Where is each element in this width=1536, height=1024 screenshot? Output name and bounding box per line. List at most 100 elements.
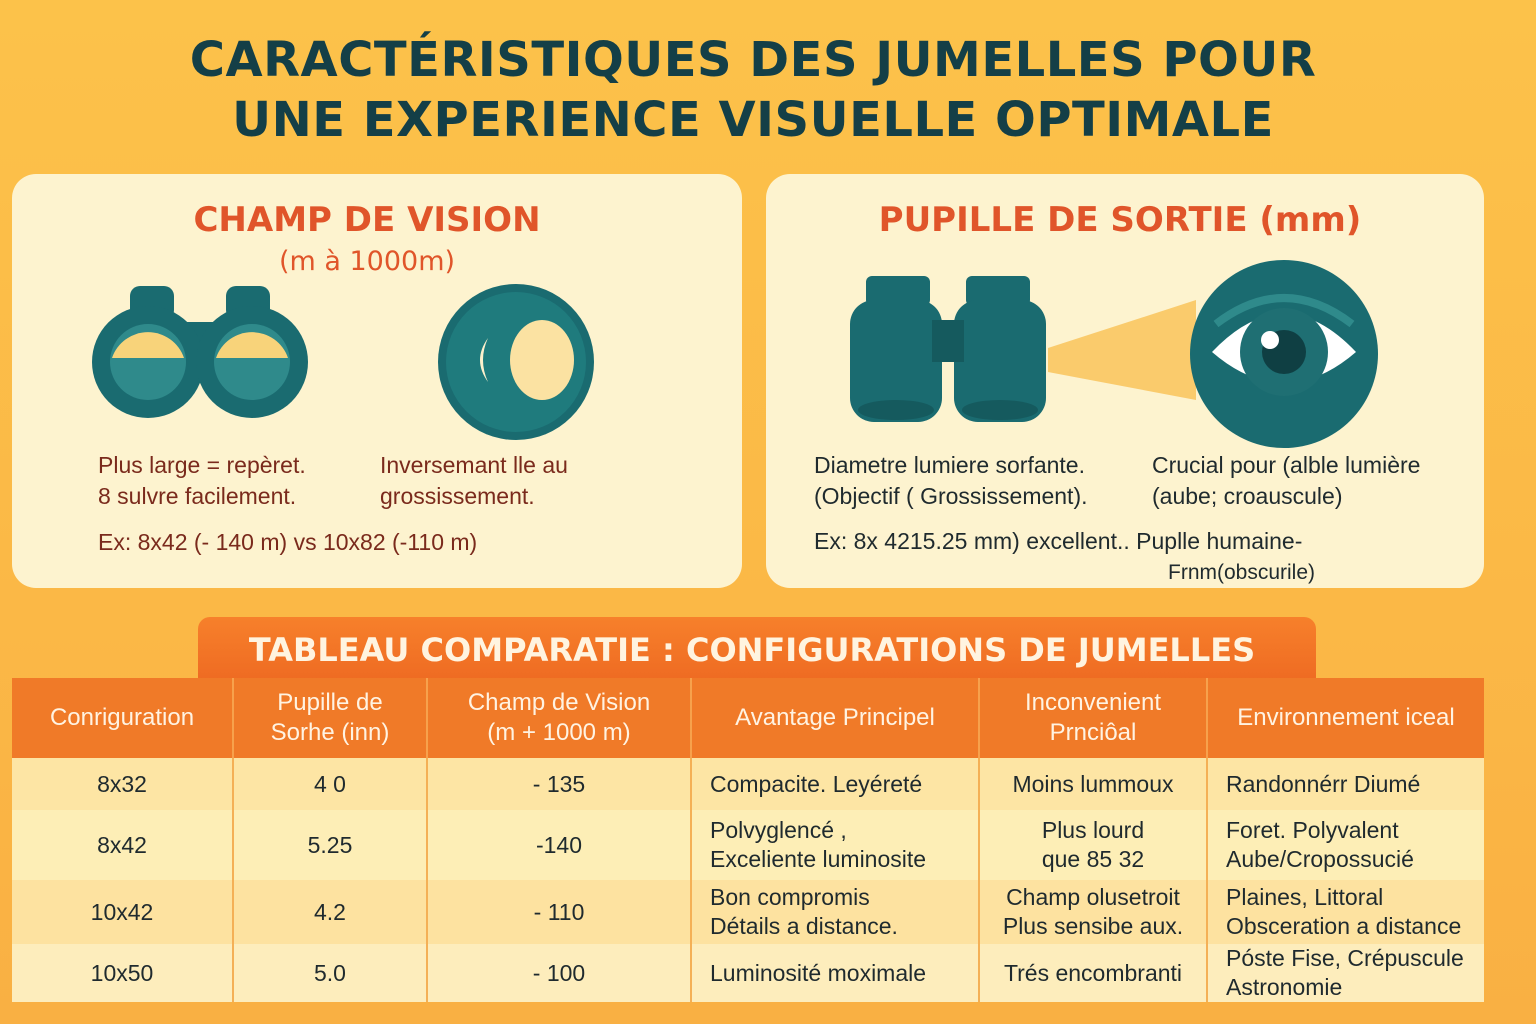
table-cell: 4 0 — [233, 758, 428, 810]
cell-line: 8x32 — [97, 770, 147, 797]
cell-line: que 85 32 — [1041, 846, 1145, 872]
field-of-view-subheading: (m à 1000m) — [278, 246, 456, 277]
ep-example-line-1: Ex: 8x 4215.25 mm) excellent.. Puplle hu… — [814, 528, 1303, 554]
table-cell: - 100 — [427, 944, 692, 1002]
header-line: Champ de Vision — [467, 689, 651, 716]
table-cell: 4.2 — [233, 880, 428, 944]
exit-pupil-text-left: Diametre lumiere sorfante. (Objectif ( G… — [814, 450, 1088, 512]
cell-line: 5.0 — [314, 959, 346, 986]
table-header-cell: Environnement iceal — [1207, 678, 1484, 758]
fov-text-left-line-2: 8 sulvre facilement. — [98, 483, 297, 509]
title-line-1: CARACTÉRISTIQUES DES JUMELLES POUR — [189, 32, 1317, 88]
cell-line: Plus sensibe aux. — [1002, 913, 1184, 939]
table-header-cell: Avantage Principel — [691, 678, 980, 758]
cell-line: 5.25 — [307, 831, 353, 858]
cell-line: Plus lourd — [1041, 817, 1145, 843]
cell-line: 4 0 — [314, 770, 346, 797]
header-line: Environnement iceal — [1237, 704, 1455, 731]
ep-example-line-2: Frnm(obscurile) — [1168, 561, 1316, 584]
cell-line: 10x50 — [90, 959, 154, 986]
cell-line: Randonnérr Diumé — [1226, 770, 1421, 797]
table-cell: 10x50 — [12, 944, 234, 1002]
field-of-view-text-left: Plus large = repèret. 8 sulvre facilemen… — [98, 450, 306, 512]
table-banner: TABLEAU COMPARATIE : CONFIGURATIONS DE J… — [198, 617, 1316, 683]
exit-pupil-text-right: Crucial pour (alble lumière (aube; croau… — [1152, 450, 1420, 512]
table-header-cell: Pupille de Sorhe (inn) — [233, 678, 428, 758]
cell-line: Moins lummoux — [1012, 770, 1174, 797]
table-cell: - 135 — [427, 758, 692, 810]
table-row: 10x42 4.2 - 110 Bon compromis Détails a dist… — [12, 880, 1484, 944]
title-line-2: UNE EXPERIENCE VISUELLE OPTIMALE — [232, 92, 1274, 148]
fov-text-left-line-1: Plus large = repèret. — [98, 452, 306, 478]
table-cell: - 110 — [427, 880, 692, 944]
header-line: Pupille de — [277, 689, 383, 716]
binoculars-icon — [850, 276, 1196, 422]
fov-example-text: Ex: 8x42 (- 140 m) vs 10x82 (-110 m) — [98, 529, 478, 555]
exit-pupil-example: Ex: 8x 4215.25 mm) excellent.. Puplle hu… — [814, 526, 1315, 588]
cell-line: 4.2 — [314, 898, 346, 925]
exit-pupil-panel: PUPILLE DE SORTIE (mm) Diametre lumiere … — [766, 174, 1484, 588]
cell-line: Compacite. Leyéreté — [710, 770, 923, 797]
header-line: (m + 1000 m) — [487, 719, 631, 746]
table-cell: Champ olusetroit Plus sensibe aux. — [979, 880, 1208, 944]
cell-line: Détails a distance. — [710, 913, 898, 939]
table-cell: Polvyglencé , Exceliente luminosite — [691, 810, 980, 880]
eye-icon — [1190, 260, 1378, 448]
ep-text-left-line-1: Diametre lumiere sorfante. — [814, 452, 1085, 478]
cell-line: Póste Fise, Crépuscule — [1226, 945, 1464, 971]
cell-line: Foret. Polyvalent — [1226, 817, 1399, 843]
table-header-cell: Inconvenient Prnciôal — [979, 678, 1208, 758]
binoculars-front-icon — [92, 286, 308, 418]
field-of-view-example: Ex: 8x42 (- 140 m) vs 10x82 (-110 m) — [98, 527, 477, 558]
cell-line: Trés encombranti — [1003, 959, 1183, 986]
table-cell: Compacite. Leyéreté — [691, 758, 980, 810]
table-header-cell: Champ de Vision (m + 1000 m) — [427, 678, 692, 758]
field-of-view-text-right: Inversemant lle au grossissement. — [380, 450, 568, 512]
table-cell: Moins lummoux — [979, 758, 1208, 810]
table-row: 10x50 5.0 - 100 Luminosité moximale Trés enc… — [12, 944, 1484, 1002]
ep-text-right-line-2: (aube; croauscule) — [1152, 483, 1343, 509]
header-line: Avantage Principel — [735, 704, 935, 731]
field-of-view-panel: CHAMP DE VISION (m à 1000m) Plus large =… — [12, 174, 742, 588]
cell-line: -140 — [535, 831, 583, 858]
table-cell: 8x42 — [12, 810, 234, 880]
cell-line: 10x42 — [90, 898, 154, 925]
table-cell: 8x32 — [12, 758, 234, 810]
comparison-table: Conriguration Pupille de Sorhe (inn) Champ … — [12, 678, 1484, 1002]
ep-text-left-line-2: (Objectif ( Grossissement). — [814, 483, 1088, 509]
header-line: Conriguration — [49, 704, 195, 731]
cell-line: Champ olusetroit — [1006, 884, 1180, 910]
cell-line: Bon compromis — [710, 884, 870, 910]
table-cell: Foret. Polyvalent Aube/Cropossucié — [1207, 810, 1484, 880]
ep-text-right-line-1: Crucial pour (alble lumière — [1152, 452, 1421, 478]
table-cell: Randonnérr Diumé — [1207, 758, 1484, 810]
header-line: Sorhe (inn) — [270, 719, 390, 746]
table-cell: Luminosité moximale — [691, 944, 980, 1002]
field-of-view-heading: CHAMP DE VISION — [193, 200, 541, 240]
header-line: Prnciôal — [1049, 719, 1137, 746]
table-cell: 5.0 — [233, 944, 428, 1002]
cell-line: - 110 — [533, 898, 585, 925]
cell-line: 8x42 — [97, 831, 147, 858]
table-cell: Bon compromis Détails a distance. — [691, 880, 980, 944]
table-header-row: Conriguration Pupille de Sorhe (inn) Champ … — [12, 678, 1484, 758]
cell-line: Plaines, Littoral — [1226, 884, 1384, 910]
table-cell: 10x42 — [12, 880, 234, 944]
cell-line: Obsceration a distance — [1226, 913, 1462, 939]
cell-line: Luminosité moximale — [710, 959, 927, 986]
table-row: 8x42 5.25 -140 Polvyglencé , Exceliente lumi… — [12, 810, 1484, 880]
table-row: 8x32 4 0 - 135 Compacite. Leyéreté Moins lum… — [12, 758, 1484, 810]
table-cell: Plus lourd que 85 32 — [979, 810, 1208, 880]
table-cell: Plaines, Littoral Obsceration a distance — [1207, 880, 1484, 944]
table-header-cell: Conriguration — [12, 678, 234, 758]
cell-line: Astronomie — [1226, 974, 1343, 1000]
cell-line: Aube/Cropossucié — [1226, 846, 1414, 872]
cell-line: Exceliente luminosite — [710, 846, 927, 872]
table-cell: 5.25 — [233, 810, 428, 880]
lens-circle-icon — [438, 284, 594, 440]
page-title: CARACTÉRISTIQUES DES JUMELLES POUR UNE E… — [0, 30, 1536, 150]
header-line: Inconvenient — [1024, 689, 1162, 716]
table-cell: -140 — [427, 810, 692, 880]
cell-line: Polvyglencé , — [710, 817, 847, 843]
cell-line: - 135 — [532, 770, 586, 797]
